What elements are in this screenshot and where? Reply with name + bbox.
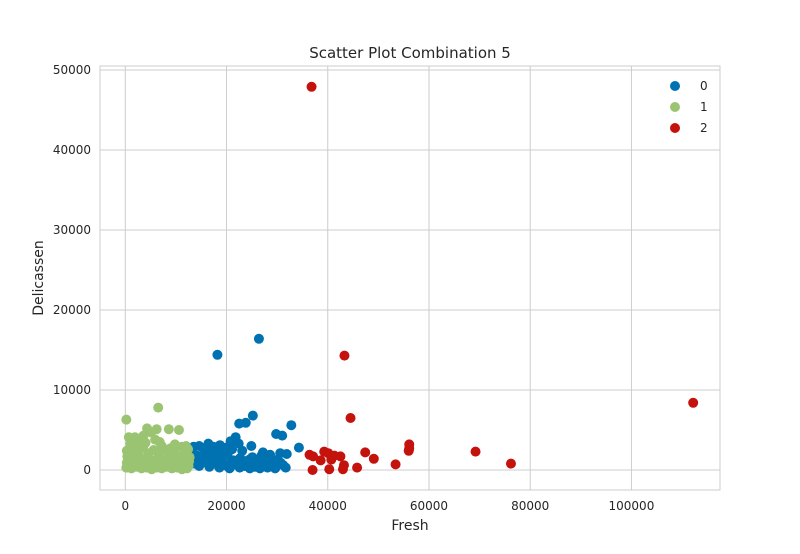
- series-2: [304, 81, 699, 475]
- x-tick-label: 40000: [309, 499, 347, 513]
- data-point: [339, 350, 350, 361]
- y-tick-label: 40000: [53, 143, 91, 157]
- data-point: [390, 459, 401, 470]
- data-point: [352, 462, 363, 473]
- y-axis-label: Delicassen: [31, 240, 47, 316]
- data-point: [165, 443, 176, 454]
- data-point: [153, 402, 164, 413]
- data-point: [286, 420, 297, 431]
- data-point: [163, 424, 174, 435]
- data-point: [324, 464, 335, 475]
- legend-label-2: 2: [700, 121, 708, 135]
- x-tick-label: 0: [121, 499, 129, 513]
- legend-label-0: 0: [700, 79, 708, 93]
- data-point: [345, 413, 356, 423]
- data-point: [182, 463, 193, 474]
- y-axis-ticks: 0 10000 20000 30000 40000 50000: [53, 63, 91, 477]
- data-point: [246, 441, 257, 451]
- y-tick-label: 10000: [53, 383, 91, 397]
- data-point: [307, 465, 318, 475]
- data-point: [240, 417, 251, 428]
- legend-marker-2: [670, 123, 680, 133]
- data-point: [261, 461, 272, 471]
- x-tick-label: 60000: [410, 499, 448, 513]
- data-point: [329, 450, 340, 461]
- data-point: [470, 446, 481, 457]
- data-point: [253, 333, 264, 344]
- data-point: [200, 455, 211, 466]
- data-point: [337, 464, 348, 475]
- y-tick-label: 20000: [53, 303, 91, 317]
- y-tick-label: 0: [83, 463, 91, 477]
- data-point: [156, 441, 167, 451]
- data-points: [121, 81, 699, 475]
- legend-marker-1: [670, 102, 680, 112]
- data-point: [360, 447, 371, 458]
- data-point: [237, 445, 248, 456]
- data-point: [125, 438, 136, 449]
- data-point: [270, 463, 281, 474]
- series-0: [187, 333, 304, 474]
- data-point: [242, 457, 253, 468]
- data-point: [277, 430, 288, 441]
- data-point: [215, 447, 226, 458]
- y-tick-label: 50000: [53, 63, 91, 77]
- grid: [100, 66, 720, 490]
- data-point: [315, 455, 326, 466]
- legend-marker-0: [670, 81, 680, 91]
- data-point: [181, 441, 192, 451]
- chart-title: Scatter Plot Combination 5: [309, 44, 511, 62]
- legend-label-1: 1: [700, 100, 708, 114]
- x-tick-label: 20000: [207, 499, 245, 513]
- data-point: [212, 349, 223, 360]
- data-point: [231, 457, 242, 467]
- data-point: [306, 81, 317, 92]
- data-point: [293, 442, 304, 453]
- data-point: [173, 425, 184, 435]
- data-point: [688, 397, 699, 408]
- x-tick-label: 100000: [609, 499, 655, 513]
- data-point: [256, 450, 267, 461]
- data-point: [205, 445, 216, 455]
- data-point: [281, 449, 292, 459]
- plot-frame: [99, 65, 721, 491]
- data-point: [272, 454, 283, 465]
- data-point: [135, 435, 146, 446]
- data-point: [247, 410, 258, 421]
- x-axis-ticks: 0 20000 40000 60000 80000 100000: [121, 499, 654, 513]
- y-tick-label: 30000: [53, 223, 91, 237]
- legend: 0 1 2: [670, 79, 708, 135]
- data-point: [121, 414, 132, 425]
- series-1: [121, 402, 195, 475]
- data-point: [403, 445, 414, 456]
- data-point: [505, 458, 516, 469]
- x-axis-label: Fresh: [391, 518, 428, 534]
- data-point: [368, 453, 379, 464]
- x-tick-label: 80000: [511, 499, 549, 513]
- data-point: [304, 449, 315, 460]
